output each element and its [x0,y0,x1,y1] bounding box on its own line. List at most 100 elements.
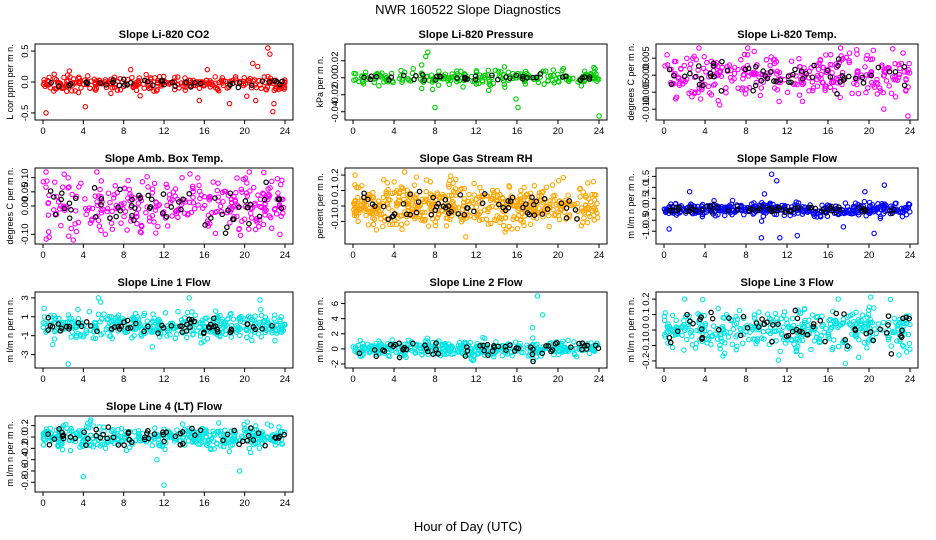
data-point [775,357,782,363]
reference-point [266,79,273,85]
data-point [81,432,87,439]
reference-point [407,211,414,218]
reference-point [141,436,148,443]
data-point [470,357,477,363]
data-point [681,296,688,302]
data-point [577,194,583,200]
reference-point [84,80,91,87]
data-point [114,190,121,196]
reference-point [479,200,486,207]
data-point [509,352,515,359]
data-point [164,333,170,339]
data-point [846,59,853,66]
reference-point [808,204,815,211]
data-point [184,334,190,341]
data-point [118,220,124,226]
data-point [94,169,100,175]
reference-point [891,206,897,213]
y-tick-label: -0.04 [330,101,341,123]
data-point [855,317,862,323]
data-point [260,191,267,197]
data-point [99,198,105,205]
data-point [784,320,790,326]
data-point [570,75,576,82]
data-point [513,96,519,102]
data-point [387,221,393,228]
data-point [98,178,105,184]
reference-point [586,74,593,80]
reference-point [47,188,54,194]
x-tick-label: 12 [782,374,793,385]
reference-point [178,206,184,213]
reference-point [117,186,123,193]
data-point [370,189,376,196]
data-point [723,329,729,335]
data-point [244,419,250,425]
data-point [550,198,556,204]
data-point [121,213,127,220]
data-point [494,213,500,219]
x-tick-label: 0 [661,374,666,385]
data-point [488,220,494,227]
data-point [61,171,67,177]
reference-point [361,74,367,81]
x-tick-label: 20 [239,250,250,261]
data-point [681,347,687,353]
data-point [536,193,542,199]
reference-point [898,333,904,339]
data-point [684,336,690,343]
data-point [276,424,282,430]
data-point [259,435,266,442]
reference-point [396,340,402,346]
data-point [104,208,110,215]
reference-point [530,358,536,365]
reference-point [115,442,122,448]
data-point [197,441,203,447]
y-axis-label: m l/m n per m n. [315,297,325,362]
reference-point [800,76,806,82]
y-tick-label: 0.0 [641,323,652,336]
reference-point [435,350,442,357]
data-point [728,204,734,210]
data-point [126,444,133,451]
reference-point [461,211,468,218]
data-point [106,319,113,326]
data-point [666,226,672,232]
data-point [485,221,492,227]
reference-point [863,330,870,337]
data-point [236,332,243,339]
data-point [50,207,57,213]
data-point [122,329,129,336]
x-tick-label: 16 [823,126,834,137]
reference-point [505,205,512,211]
reference-point [674,328,681,334]
data-point [799,321,805,327]
data-point [190,200,197,206]
data-point [699,213,706,220]
x-tick-label: 24 [280,250,291,261]
reference-point [110,79,116,86]
reference-point [818,208,825,214]
data-point [827,61,834,68]
data-point [825,333,832,340]
x-tick-label: 12 [159,374,170,385]
data-point [849,90,855,97]
data-point [89,205,96,212]
data-point [582,192,589,199]
data-point [240,82,247,89]
data-point [547,72,554,79]
reference-point [259,78,266,84]
reference-point [124,82,131,88]
data-point [467,339,474,346]
reference-point [219,211,226,218]
reference-point [577,77,584,83]
reference-point [686,208,693,214]
reference-point [690,320,696,327]
data-point [500,78,507,84]
data-point [232,74,239,80]
x-tick-label: 4 [702,374,707,385]
data-point [258,312,265,319]
reference-point [87,323,94,329]
data-point [789,337,795,344]
data-point [256,216,263,223]
